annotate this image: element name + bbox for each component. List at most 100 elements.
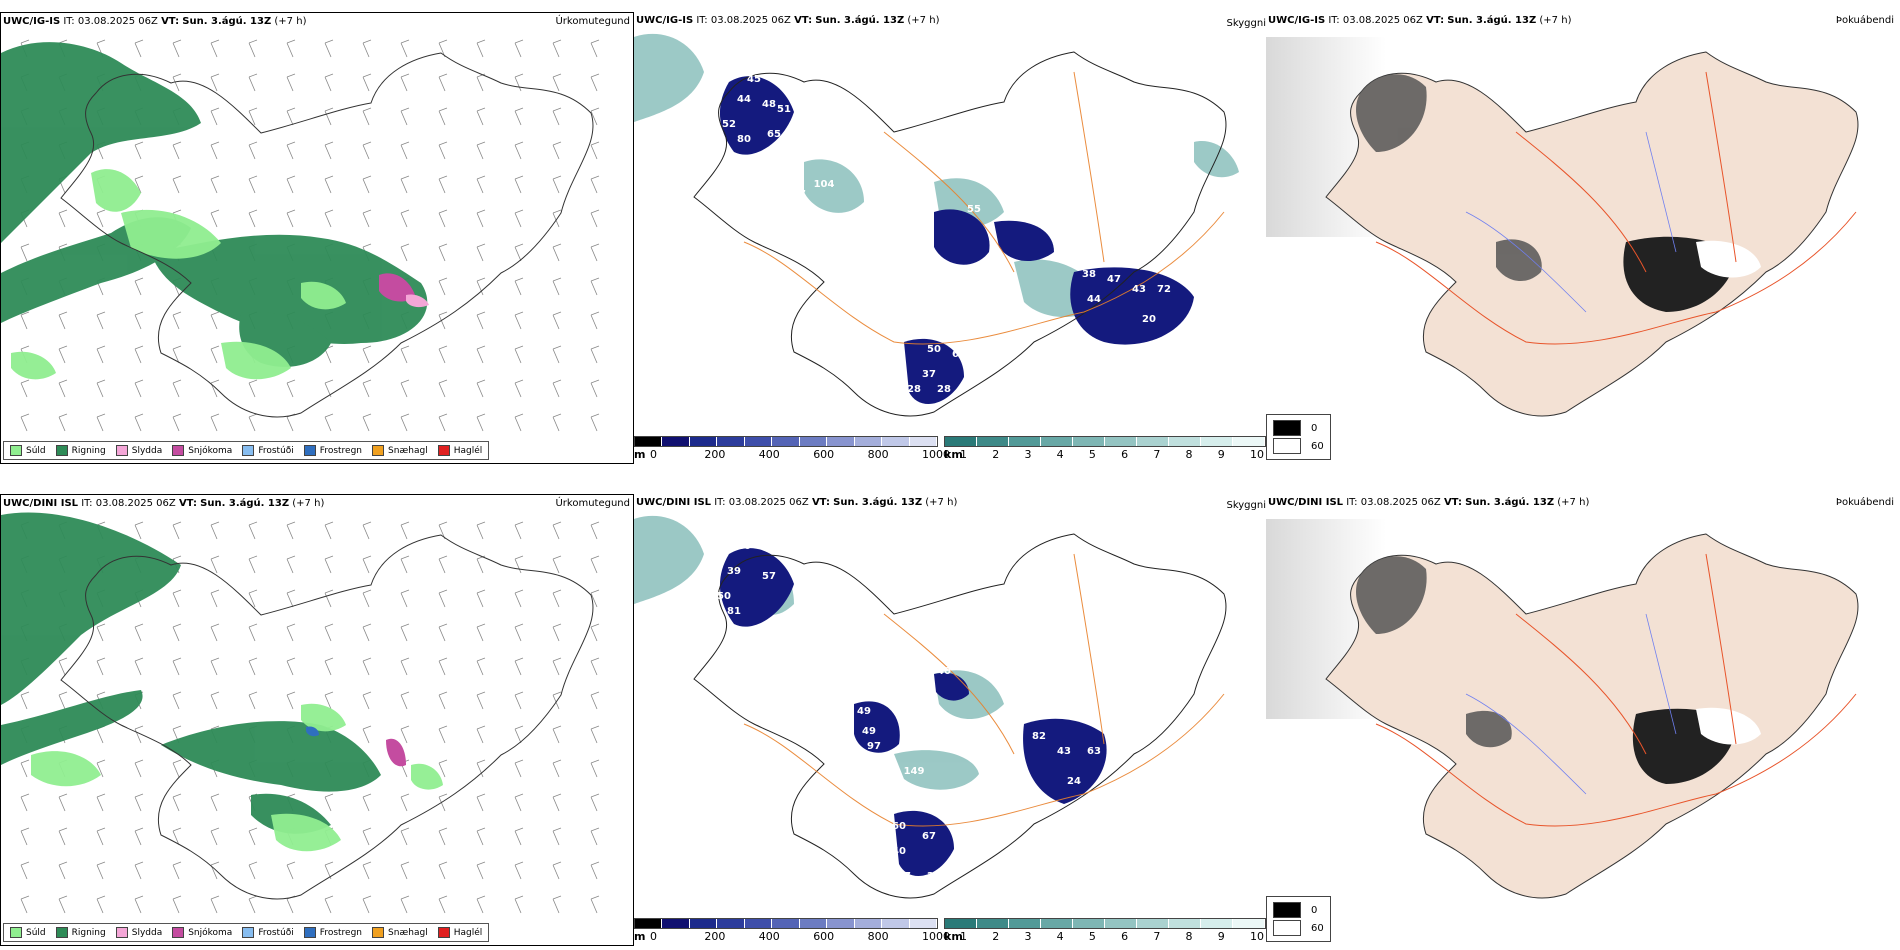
cloudbase-label: 74 bbox=[882, 209, 896, 220]
vt-value: Sun. 3.ágú. 13Z bbox=[1465, 497, 1555, 508]
wind-barb bbox=[96, 413, 106, 432]
colorbar-segment bbox=[1105, 437, 1137, 446]
cloudbase-label: 28 bbox=[907, 384, 921, 395]
cloudbase-label: 28 bbox=[937, 384, 951, 395]
wind-barb bbox=[590, 657, 600, 676]
wind-barb bbox=[400, 379, 410, 398]
panel-title: Skyggni bbox=[1226, 500, 1266, 511]
wind-barb bbox=[438, 657, 448, 676]
colorbar-tick: 0 bbox=[650, 448, 657, 461]
cloudbase-label: 50 bbox=[927, 344, 941, 355]
wind-barb bbox=[248, 73, 258, 92]
colorbar-segment bbox=[689, 437, 718, 446]
wind-barb bbox=[286, 861, 296, 880]
colorbar-unit: km bbox=[944, 930, 963, 943]
wind-barb bbox=[134, 345, 144, 364]
wind-barb bbox=[210, 589, 220, 608]
cloudbase-labels: 40 39 57 50 81 33 49 49 97 40 45 82 43 63 149 24 60 67 40 2… bbox=[717, 541, 1101, 882]
cloudbase-label: 37 bbox=[707, 194, 721, 205]
wind-barb bbox=[172, 141, 182, 160]
wind-barb bbox=[476, 895, 486, 914]
cloudbase-label: 52 bbox=[867, 249, 881, 260]
iceland-outline bbox=[693, 533, 1227, 899]
cloudbase-label: 57 bbox=[762, 571, 776, 582]
wind-barb bbox=[20, 827, 30, 846]
colorbar-segment bbox=[1233, 919, 1265, 928]
wind-barb bbox=[362, 73, 372, 92]
wind-barb bbox=[438, 759, 448, 778]
vt-value: Sun. 3.ágú. 13Z bbox=[1447, 15, 1537, 26]
cloudbase-colorbar bbox=[634, 436, 938, 447]
wind-barb bbox=[400, 623, 410, 642]
legend-item-0: Súld bbox=[10, 445, 46, 456]
wind-barb bbox=[514, 209, 524, 228]
wind-barb bbox=[248, 209, 258, 228]
legend-label: Snjókoma bbox=[188, 927, 233, 938]
colorbar-tick: 9 bbox=[1217, 448, 1225, 461]
wind-barb bbox=[324, 691, 334, 710]
wind-barb bbox=[58, 793, 68, 812]
cloudbase-label: 97 bbox=[867, 741, 881, 752]
model-name: UWC/IG-IS bbox=[1268, 15, 1326, 26]
wind-barb bbox=[438, 413, 448, 432]
wind-barb bbox=[362, 623, 372, 642]
legend-swatch bbox=[172, 445, 185, 456]
wind-barb bbox=[210, 73, 220, 92]
colorbar-segment bbox=[1169, 437, 1201, 446]
wind-barb bbox=[248, 521, 258, 540]
wind-barb bbox=[324, 107, 334, 126]
wind-barb bbox=[476, 725, 486, 744]
wind-barb bbox=[590, 141, 600, 160]
legend-swatch bbox=[242, 927, 255, 938]
wind-barb bbox=[476, 657, 486, 676]
wind-barb bbox=[476, 345, 486, 364]
wind-barb bbox=[552, 861, 562, 880]
wind-barb bbox=[476, 589, 486, 608]
it-label: IT: bbox=[1328, 15, 1340, 26]
fog-legend-item-0: 0 bbox=[1273, 419, 1324, 437]
wind-barb bbox=[438, 827, 448, 846]
wind-barb bbox=[324, 141, 334, 160]
precip-type-panel-top: UWC/IG-IS IT: 03.08.2025 06Z VT: Sun. 3.… bbox=[0, 12, 634, 464]
legend-label: Súld bbox=[26, 927, 46, 938]
legend-swatch bbox=[372, 927, 385, 938]
model-name: UWC/DINI ISL bbox=[1268, 497, 1344, 508]
panel-header: UWC/IG-IS IT: 03.08.2025 06Z VT: Sun. 3.… bbox=[1268, 15, 1571, 26]
wind-barb bbox=[134, 39, 144, 58]
colorbar-tick: 400 bbox=[758, 930, 780, 943]
colorbar-segment bbox=[799, 437, 828, 446]
wind-barb bbox=[476, 311, 486, 330]
fog-legend-swatch bbox=[1273, 438, 1301, 454]
wind-barb bbox=[58, 691, 68, 710]
wind-barb bbox=[590, 555, 600, 574]
wind-barb bbox=[362, 521, 372, 540]
wind-barb bbox=[400, 209, 410, 228]
colorbar-segment bbox=[909, 437, 937, 446]
colorbar-tick: 4 bbox=[1056, 930, 1064, 943]
cloudbase-label: 43 bbox=[1132, 284, 1146, 295]
colorbar-segment bbox=[717, 919, 745, 928]
cloudbase-label: 40 bbox=[892, 846, 906, 857]
wind-barb bbox=[476, 107, 486, 126]
wind-barb bbox=[248, 623, 258, 642]
wind-barb bbox=[324, 589, 334, 608]
legend-item-1: Rigning bbox=[55, 927, 106, 938]
wind-barb bbox=[210, 345, 220, 364]
colorbar-segment bbox=[689, 919, 718, 928]
wind-barb bbox=[210, 311, 220, 330]
wind-barb bbox=[476, 861, 486, 880]
wind-barb bbox=[514, 861, 524, 880]
wind-barb bbox=[58, 209, 68, 228]
wind-barb bbox=[400, 725, 410, 744]
wind-barb bbox=[400, 141, 410, 160]
wind-barb bbox=[438, 73, 448, 92]
wind-barb bbox=[210, 861, 220, 880]
wind-barb bbox=[552, 39, 562, 58]
colorbar-segment bbox=[1073, 919, 1105, 928]
legend-label: Slydda bbox=[131, 927, 163, 938]
wind-barb bbox=[172, 345, 182, 364]
panel-title: Úrkomutegund bbox=[555, 16, 630, 27]
wind-barb bbox=[286, 73, 296, 92]
legend-swatch bbox=[10, 927, 22, 938]
wind-barb bbox=[58, 345, 68, 364]
